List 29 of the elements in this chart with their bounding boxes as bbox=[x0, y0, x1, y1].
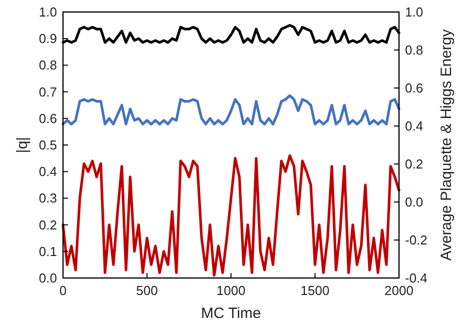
y-tick-label: 1.0 bbox=[38, 4, 57, 20]
line-series bbox=[62, 94, 400, 126]
y2-tick-label: 0.6 bbox=[405, 80, 424, 96]
y-tick-label: 0.6 bbox=[38, 110, 57, 126]
x-tick-label: 1500 bbox=[300, 283, 330, 298]
y-tick-label: 0.8 bbox=[38, 58, 57, 73]
y-tick-label: 0.2 bbox=[38, 217, 57, 232]
y-axis-title: |q| bbox=[14, 136, 31, 154]
x-tick-label: 2000 bbox=[384, 283, 414, 298]
y2-tick-label: 0.0 bbox=[405, 194, 424, 210]
x-axis-title: MC Time bbox=[201, 305, 261, 322]
y-tick-label: 0.5 bbox=[38, 138, 57, 152]
x-tick-label: 500 bbox=[136, 283, 158, 298]
x-tick-label: 0 bbox=[59, 283, 67, 298]
y2-tick-label: 0.2 bbox=[405, 156, 424, 172]
y-tick-label: 0.4 bbox=[38, 164, 57, 180]
y2-tick-label: -0.4 bbox=[405, 270, 428, 286]
y2-tick-label: 0.8 bbox=[405, 42, 424, 58]
line-series bbox=[62, 154, 400, 277]
y2-tick-label: 0.4 bbox=[405, 118, 424, 134]
y2-axis-title: Average Plaquette & Higgs Energy bbox=[438, 28, 455, 261]
y2-tick-label: -0.2 bbox=[405, 232, 428, 248]
y-tick-label: 0.0 bbox=[38, 270, 57, 286]
y2-tick-label: 1.0 bbox=[405, 4, 424, 20]
x-tick-label: 1000 bbox=[216, 283, 246, 298]
y-tick-label: 0.9 bbox=[38, 31, 57, 46]
y-tick-label: 0.3 bbox=[38, 190, 57, 206]
y-tick-label: 0.1 bbox=[38, 244, 57, 259]
y-tick-label: 0.7 bbox=[38, 84, 57, 100]
